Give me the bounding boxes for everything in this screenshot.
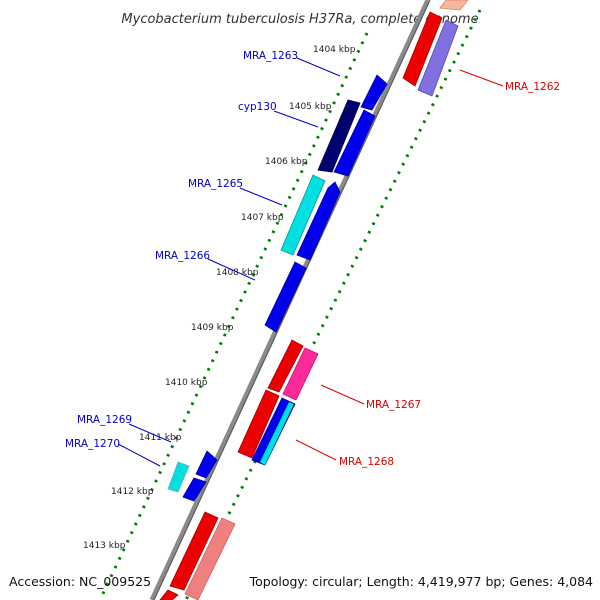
- leader-line-mra-1266: [207, 258, 256, 281]
- leader-line-mra-1268: [295, 439, 337, 461]
- gene-block-red-1410[interactable]: [267, 339, 304, 393]
- leader-line-mra-1263: [296, 57, 341, 77]
- gene-label-mra-1270[interactable]: MRA_1270: [65, 438, 120, 450]
- scale-label-1409: 1409 kbp: [191, 323, 234, 333]
- gene-block-mra-1266[interactable]: [264, 261, 307, 333]
- gene-label-mra-1262[interactable]: MRA_1262: [505, 81, 560, 93]
- gene-block-cyp130-adjacent[interactable]: [333, 109, 376, 177]
- gene-block-mra-1269[interactable]: [195, 450, 218, 479]
- leader-line-cyp130: [273, 110, 319, 128]
- gene-block-red-bottom[interactable]: [159, 589, 179, 600]
- gene-block-mra-1262-top[interactable]: [439, 0, 469, 11]
- leader-line-mra-1262: [459, 69, 504, 87]
- gene-block-mra-1265[interactable]: [280, 174, 326, 256]
- scale-label-1410: 1410 kbp: [165, 378, 208, 388]
- scale-label-1408: 1408 kbp: [216, 268, 259, 278]
- gene-block-mra-1267[interactable]: [282, 347, 319, 401]
- scale-label-1404: 1404 kbp: [313, 45, 356, 55]
- inner-right-tick-line: [184, 9, 482, 600]
- gene-block-mra-1265-adjacent[interactable]: [296, 181, 341, 261]
- gene-block-mra-1263[interactable]: [360, 74, 388, 111]
- gene-block-mra-1262-lavender[interactable]: [417, 19, 459, 97]
- scale-label-1407: 1407 kbp: [241, 213, 284, 223]
- gene-block-salmon-1413[interactable]: [184, 517, 236, 600]
- genome-summary-text: Topology: circular; Length: 4,419,977 bp…: [249, 574, 593, 589]
- leader-line-mra-1270: [117, 443, 161, 467]
- scale-label-1412: 1412 kbp: [111, 487, 154, 497]
- scale-label-1406: 1406 kbp: [265, 157, 308, 167]
- leader-line-mra-1269: [128, 423, 172, 443]
- scale-label-1405: 1405 kbp: [289, 102, 332, 112]
- gene-label-mra-1263[interactable]: MRA_1263: [243, 50, 298, 62]
- gene-label-mra-1268[interactable]: MRA_1268: [339, 456, 394, 468]
- gene-block-mra-1268-cyan[interactable]: [260, 402, 294, 465]
- map-title: Mycobacterium tuberculosis H37Ra, comple…: [121, 12, 478, 27]
- gene-label-mra-1265[interactable]: MRA_1265: [188, 178, 243, 190]
- gene-block-red-1413[interactable]: [169, 511, 219, 591]
- leader-line-mra-1265: [239, 187, 283, 206]
- scale-label-1411: 1411 kbp: [139, 433, 182, 443]
- gene-block-mra-1270[interactable]: [167, 461, 190, 493]
- gene-block-mra-1269b[interactable]: [182, 477, 207, 502]
- leader-line-mra-1267: [320, 384, 365, 405]
- gene-label-cyp130[interactable]: cyp130: [238, 101, 277, 113]
- gene-label-mra-1266[interactable]: MRA_1266: [155, 250, 210, 262]
- gene-label-mra-1267[interactable]: MRA_1267: [366, 399, 421, 411]
- gene-block-red-1411[interactable]: [237, 389, 280, 459]
- accession-text: Accession: NC_009525: [9, 574, 151, 589]
- gene-block-cyp130[interactable]: [317, 99, 361, 173]
- genome-backbone-shadow: [153, 0, 431, 600]
- gene-block-mra-1262[interactable]: [402, 11, 443, 87]
- gene-label-mra-1269[interactable]: MRA_1269: [77, 414, 132, 426]
- scale-label-1413: 1413 kbp: [83, 541, 126, 551]
